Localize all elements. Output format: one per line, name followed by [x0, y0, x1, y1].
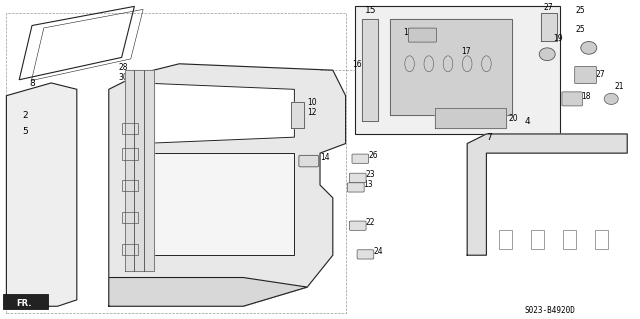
Bar [563, 230, 576, 249]
Text: S023-B4920D: S023-B4920D [525, 306, 575, 315]
Text: 32: 32 [131, 82, 141, 91]
Text: 16: 16 [352, 60, 362, 69]
Text: 19: 19 [554, 34, 563, 43]
Polygon shape [144, 70, 154, 271]
FancyBboxPatch shape [408, 28, 436, 42]
Polygon shape [467, 134, 627, 255]
Text: 33: 33 [131, 95, 141, 104]
FancyBboxPatch shape [352, 154, 369, 163]
Text: 28: 28 [118, 63, 128, 72]
FancyBboxPatch shape [355, 6, 560, 134]
Ellipse shape [540, 48, 556, 61]
FancyBboxPatch shape [348, 183, 364, 192]
Polygon shape [390, 19, 512, 115]
Text: 4: 4 [525, 117, 531, 126]
Text: 2: 2 [22, 111, 28, 120]
Polygon shape [109, 278, 307, 306]
Polygon shape [141, 153, 294, 255]
Text: 31: 31 [125, 92, 134, 101]
Text: 25: 25 [576, 6, 586, 15]
Polygon shape [141, 83, 294, 144]
FancyBboxPatch shape [575, 66, 596, 84]
Text: 24: 24 [373, 247, 383, 256]
Polygon shape [109, 64, 346, 306]
FancyBboxPatch shape [349, 221, 366, 230]
Ellipse shape [581, 41, 597, 54]
Text: 12: 12 [307, 108, 317, 117]
Polygon shape [362, 19, 378, 121]
FancyBboxPatch shape [3, 294, 48, 309]
Text: 13: 13 [364, 180, 373, 189]
FancyBboxPatch shape [349, 173, 366, 182]
Text: 29: 29 [125, 82, 134, 91]
Text: 20: 20 [509, 114, 518, 123]
Text: 15: 15 [365, 6, 376, 15]
Text: 26: 26 [368, 151, 378, 160]
Text: FR.: FR. [16, 299, 31, 308]
Polygon shape [125, 70, 134, 271]
Text: 10: 10 [307, 98, 317, 107]
Text: 18: 18 [581, 92, 591, 101]
Bar [122, 123, 138, 134]
Text: 3: 3 [224, 286, 230, 295]
Bar [122, 180, 138, 191]
Text: 25: 25 [576, 25, 586, 34]
Text: 5: 5 [22, 127, 28, 136]
Bar [531, 230, 544, 249]
Polygon shape [6, 83, 77, 306]
Polygon shape [435, 108, 506, 128]
FancyBboxPatch shape [357, 250, 374, 259]
Text: 23: 23 [365, 170, 375, 179]
FancyBboxPatch shape [299, 155, 319, 167]
Bar [122, 148, 138, 160]
Bar [122, 244, 138, 255]
FancyBboxPatch shape [562, 92, 582, 106]
Polygon shape [134, 70, 144, 271]
Text: 8: 8 [29, 79, 35, 88]
Ellipse shape [604, 93, 618, 105]
Bar [499, 230, 512, 249]
Text: 14: 14 [320, 152, 330, 161]
Text: 30: 30 [118, 73, 128, 82]
Text: 27: 27 [595, 70, 605, 78]
Text: 22: 22 [365, 218, 375, 227]
Text: 17: 17 [461, 47, 470, 56]
Text: 6: 6 [224, 299, 230, 308]
Text: 7: 7 [486, 133, 492, 142]
Text: 21: 21 [614, 82, 624, 91]
Bar [122, 212, 138, 223]
Text: 27: 27 [544, 3, 554, 11]
Bar [595, 230, 608, 249]
Polygon shape [291, 102, 304, 128]
Polygon shape [541, 13, 557, 41]
Text: 18: 18 [403, 28, 413, 37]
